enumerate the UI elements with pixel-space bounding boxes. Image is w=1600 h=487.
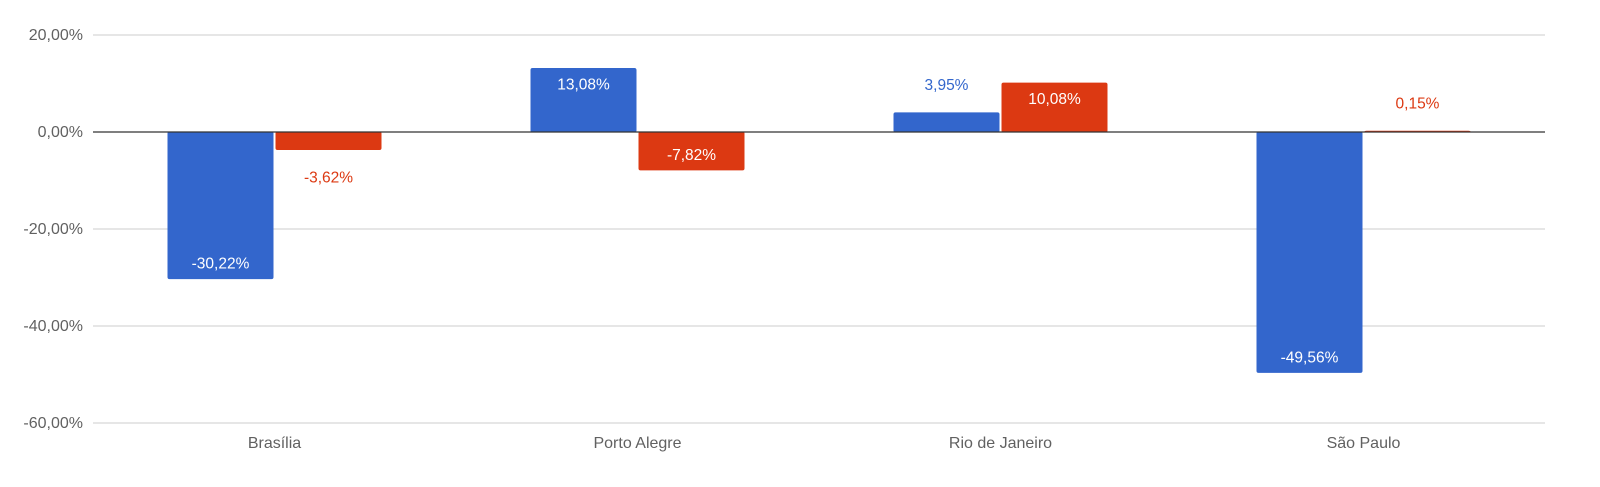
y-tick-label: -20,00%: [23, 221, 83, 238]
data-label: -7,82%: [667, 147, 716, 164]
data-label: 3,95%: [925, 77, 969, 94]
x-tick-label: Brasília: [248, 435, 301, 452]
bar: [275, 131, 382, 151]
data-label: -30,22%: [192, 256, 250, 273]
y-tick-label: -60,00%: [23, 415, 83, 432]
x-tick-label: Porto Alegre: [593, 435, 681, 452]
x-tick-label: Rio de Janeiro: [949, 435, 1052, 452]
data-label: -49,56%: [1281, 349, 1339, 366]
x-tick-label: São Paulo: [1327, 435, 1401, 452]
bar: [893, 112, 1000, 133]
data-label: 0,15%: [1396, 95, 1440, 112]
data-label: 10,08%: [1028, 91, 1081, 108]
y-tick-label: -40,00%: [23, 318, 83, 335]
data-label: -3,62%: [304, 170, 353, 187]
y-tick-label: 0,00%: [38, 124, 83, 141]
data-label: 13,08%: [557, 77, 610, 94]
y-tick-label: 20,00%: [29, 27, 83, 44]
bar: [1256, 131, 1363, 373]
